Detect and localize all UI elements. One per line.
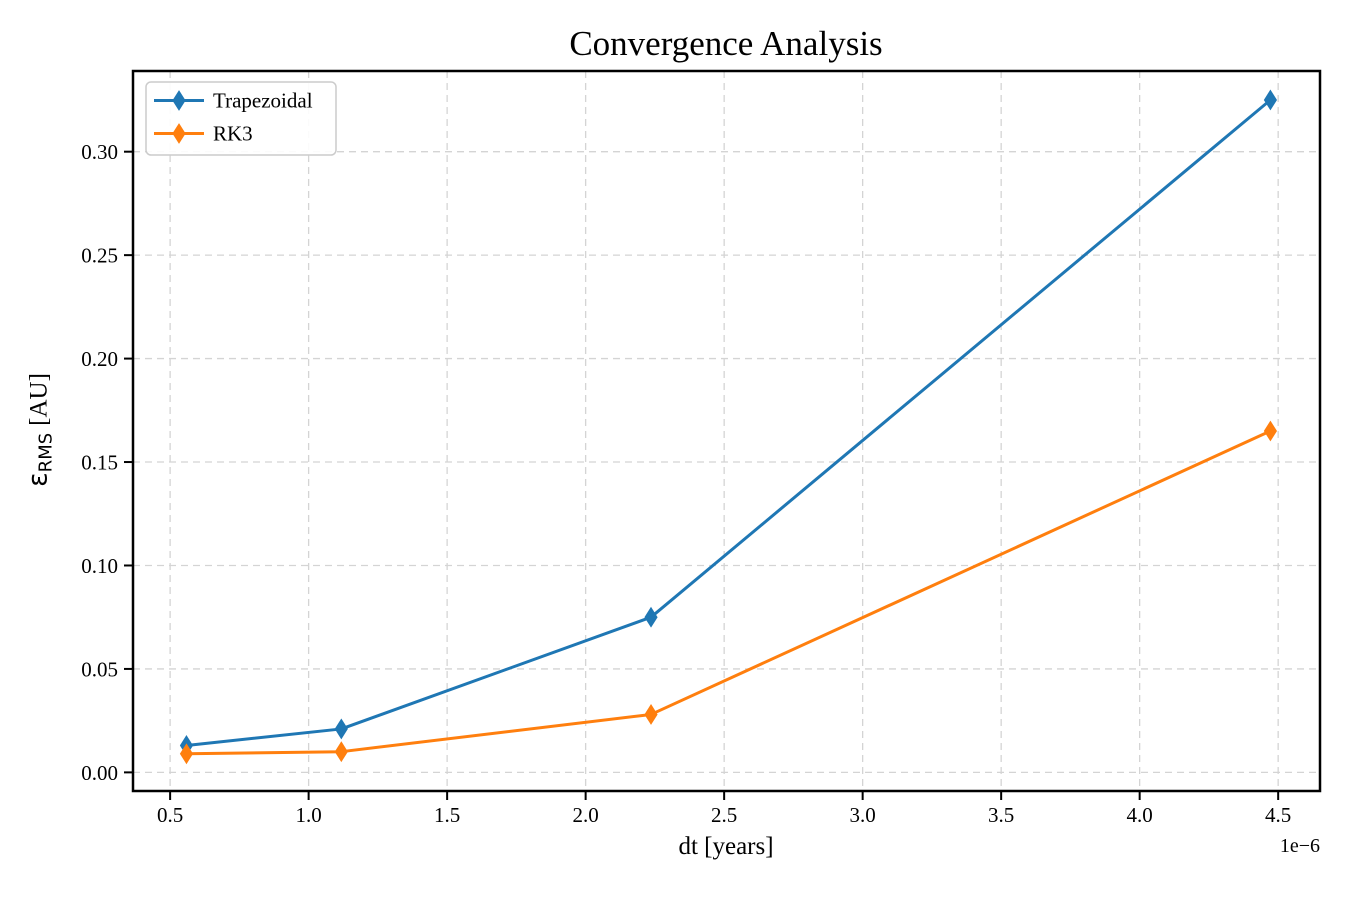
data-point-marker-trapezoidal (334, 718, 348, 740)
legend: Trapezoidal RK3 (145, 81, 337, 156)
legend-label: Trapezoidal (213, 89, 313, 113)
x-tick-label: 4.0 (1127, 803, 1153, 827)
legend-marker-sample (172, 123, 186, 144)
series-line-rk3 (184, 429, 1272, 756)
x-tick-label: 4.5 (1265, 803, 1291, 827)
y-tick-label: 0.10 (81, 554, 118, 578)
y-label-unit: [AU] (25, 373, 53, 426)
legend-entry-rk3: RK3 (154, 122, 253, 146)
data-point-marker-rk3 (334, 741, 348, 763)
y-label-subscript: RMS (35, 432, 57, 473)
y-tick-label: 0.00 (81, 761, 118, 785)
data-point-marker-rk3 (1263, 420, 1278, 442)
y-label-symbol: ε (22, 472, 54, 487)
x-tick-label: 1.5 (434, 803, 460, 827)
x-tick-label: 2.5 (711, 803, 737, 827)
data-point-marker-rk3 (644, 704, 658, 725)
series-line-trapezoidal (184, 98, 1272, 747)
y-tick-label: 0.30 (81, 140, 118, 164)
legend-entry-trapezoidal: Trapezoidal (154, 89, 313, 113)
data-point-marker-rk3 (179, 743, 194, 765)
y-tick-label: 0.20 (81, 347, 118, 371)
legend-label: RK3 (213, 122, 253, 146)
y-tick-label: 0.15 (81, 451, 118, 475)
x-tick-label: 1.0 (296, 803, 322, 827)
chart-title: Convergence Analysis (569, 24, 883, 63)
data-point-marker-trapezoidal (1263, 89, 1278, 111)
x-tick-label: 2.0 (573, 803, 599, 827)
y-tick-label: 0.05 (81, 657, 118, 681)
y-axis-label: εRMS [AU] (22, 373, 57, 487)
x-axis-label: dt [years] (678, 833, 774, 860)
x-tick-label: 0.5 (157, 803, 183, 827)
x-axis-offset-label: 1e−6 (1279, 835, 1320, 857)
y-tick-label: 0.25 (81, 244, 118, 268)
x-tick-label: 3.0 (850, 803, 876, 827)
legend-marker-sample (172, 90, 186, 111)
axes-spines (131, 69, 1322, 793)
data-point-marker-trapezoidal (644, 606, 658, 628)
x-tick-label: 3.5 (988, 803, 1014, 827)
